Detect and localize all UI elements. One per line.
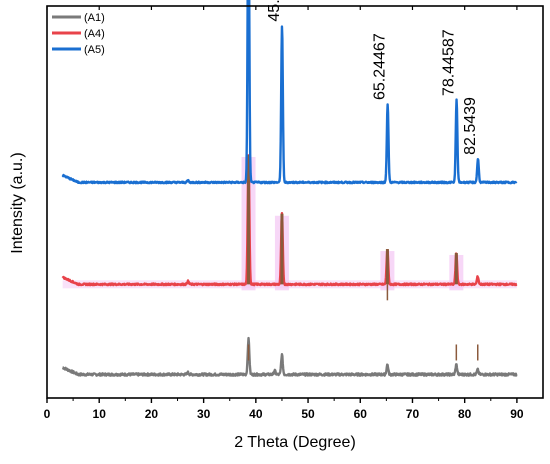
x-tick-label: 0 (44, 407, 51, 421)
x-axis-ticks: 0 10 20 30 40 50 60 70 80 90 (44, 6, 524, 421)
legend-label: (A4) (84, 28, 105, 40)
x-tick-label: 30 (197, 407, 211, 421)
plot-frame (46, 5, 544, 399)
peak-label: 78.44587 (441, 29, 458, 96)
legend: (A1) (A4) (A5) (52, 12, 105, 56)
series-a1 (61, 336, 518, 377)
x-tick-label: 60 (354, 407, 368, 421)
x-tick-label: 80 (458, 407, 472, 421)
legend-label: (A5) (84, 44, 105, 56)
y-axis-title: Intensity (a.u.) (9, 152, 26, 253)
series-line (61, 154, 518, 287)
x-axis-title: 2 Theta (Degree) (234, 434, 356, 451)
x-tick-label: 70 (406, 407, 420, 421)
x-tick-label: 20 (145, 407, 159, 421)
series-a4 (61, 154, 518, 301)
peak-label: 82.5439 (462, 97, 479, 155)
x-tick-label: 40 (249, 407, 263, 421)
legend-label: (A1) (84, 12, 105, 24)
series-line (61, 336, 518, 377)
peak-label: 65.24467 (372, 33, 389, 100)
x-tick-label: 10 (93, 407, 107, 421)
series-line (61, 0, 518, 185)
peak-label: 45.01364 (266, 0, 283, 22)
series-a5 (61, 0, 518, 185)
x-tick-label: 50 (301, 407, 315, 421)
plot-traces (61, 0, 518, 377)
x-tick-label: 90 (510, 407, 524, 421)
